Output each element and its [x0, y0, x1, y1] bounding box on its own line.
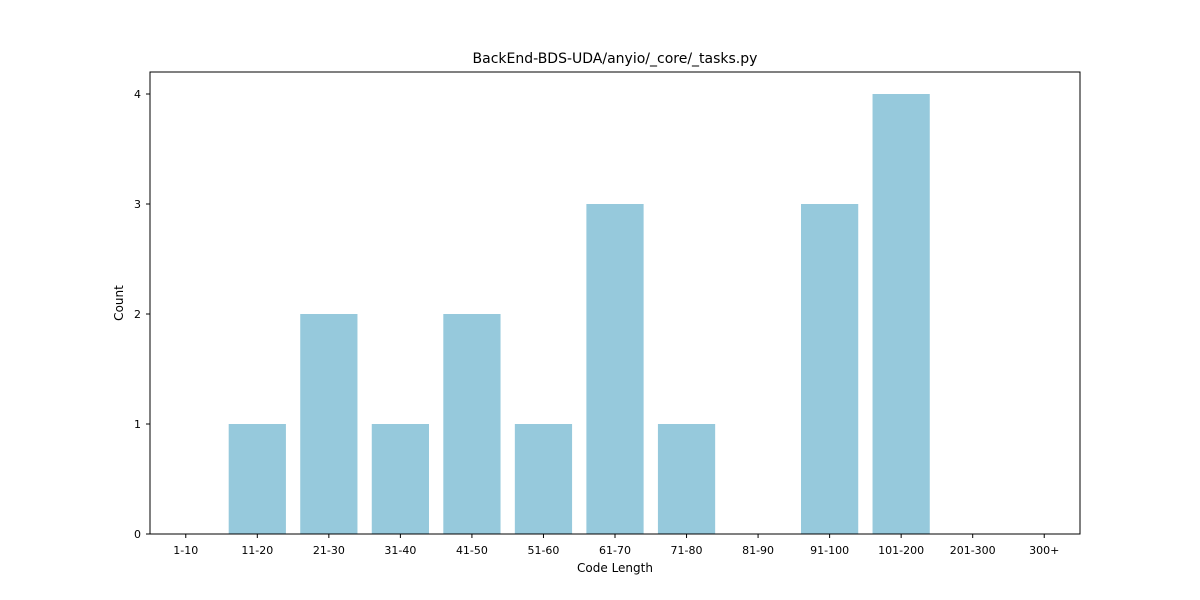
- plot-area: 1-10 11-20 21-30 31-40 41-50 51-60 61-70 71-80 8…: [134, 71, 1081, 557]
- chart-title: BackEnd-BDS-UDA/anyio/_core/_tasks.py: [473, 51, 758, 67]
- bar-61-70: [586, 204, 644, 534]
- y-tick-label: 3: [134, 198, 141, 211]
- x-tick-label: 21-30: [313, 544, 345, 557]
- bar-71-80: [657, 424, 716, 534]
- bar-41-50: [443, 314, 501, 534]
- x-tick-label: 11-20: [241, 544, 273, 557]
- y-axis-label: Count: [112, 285, 126, 321]
- x-tick-label: 31-40: [384, 544, 416, 557]
- bar-11-20: [228, 424, 286, 534]
- x-tick-label: 61-70: [599, 544, 631, 557]
- y-tick-label: 4: [134, 88, 141, 101]
- bar-91-100: [801, 204, 859, 534]
- bar-101-200: [872, 94, 930, 534]
- bar-31-40: [371, 424, 429, 534]
- x-tick-label: 201-300: [950, 544, 996, 557]
- x-tick-label: 41-50: [456, 544, 488, 557]
- x-axis-label: Code Length: [577, 561, 653, 575]
- y-tick-label: 1: [134, 418, 141, 431]
- bar-21-30: [300, 314, 358, 534]
- x-tick-label: 71-80: [671, 544, 703, 557]
- x-tick-label: 51-60: [527, 544, 559, 557]
- bar-51-60: [514, 424, 573, 534]
- x-tick-label: 91-100: [810, 544, 849, 557]
- y-tick-label: 0: [134, 528, 141, 541]
- x-tick-label: 1-10: [173, 544, 198, 557]
- x-tick-label: 101-200: [878, 544, 924, 557]
- y-tick-label: 2: [134, 308, 141, 321]
- x-tick-label: 81-90: [742, 544, 774, 557]
- x-tick-label: 300+: [1029, 544, 1059, 557]
